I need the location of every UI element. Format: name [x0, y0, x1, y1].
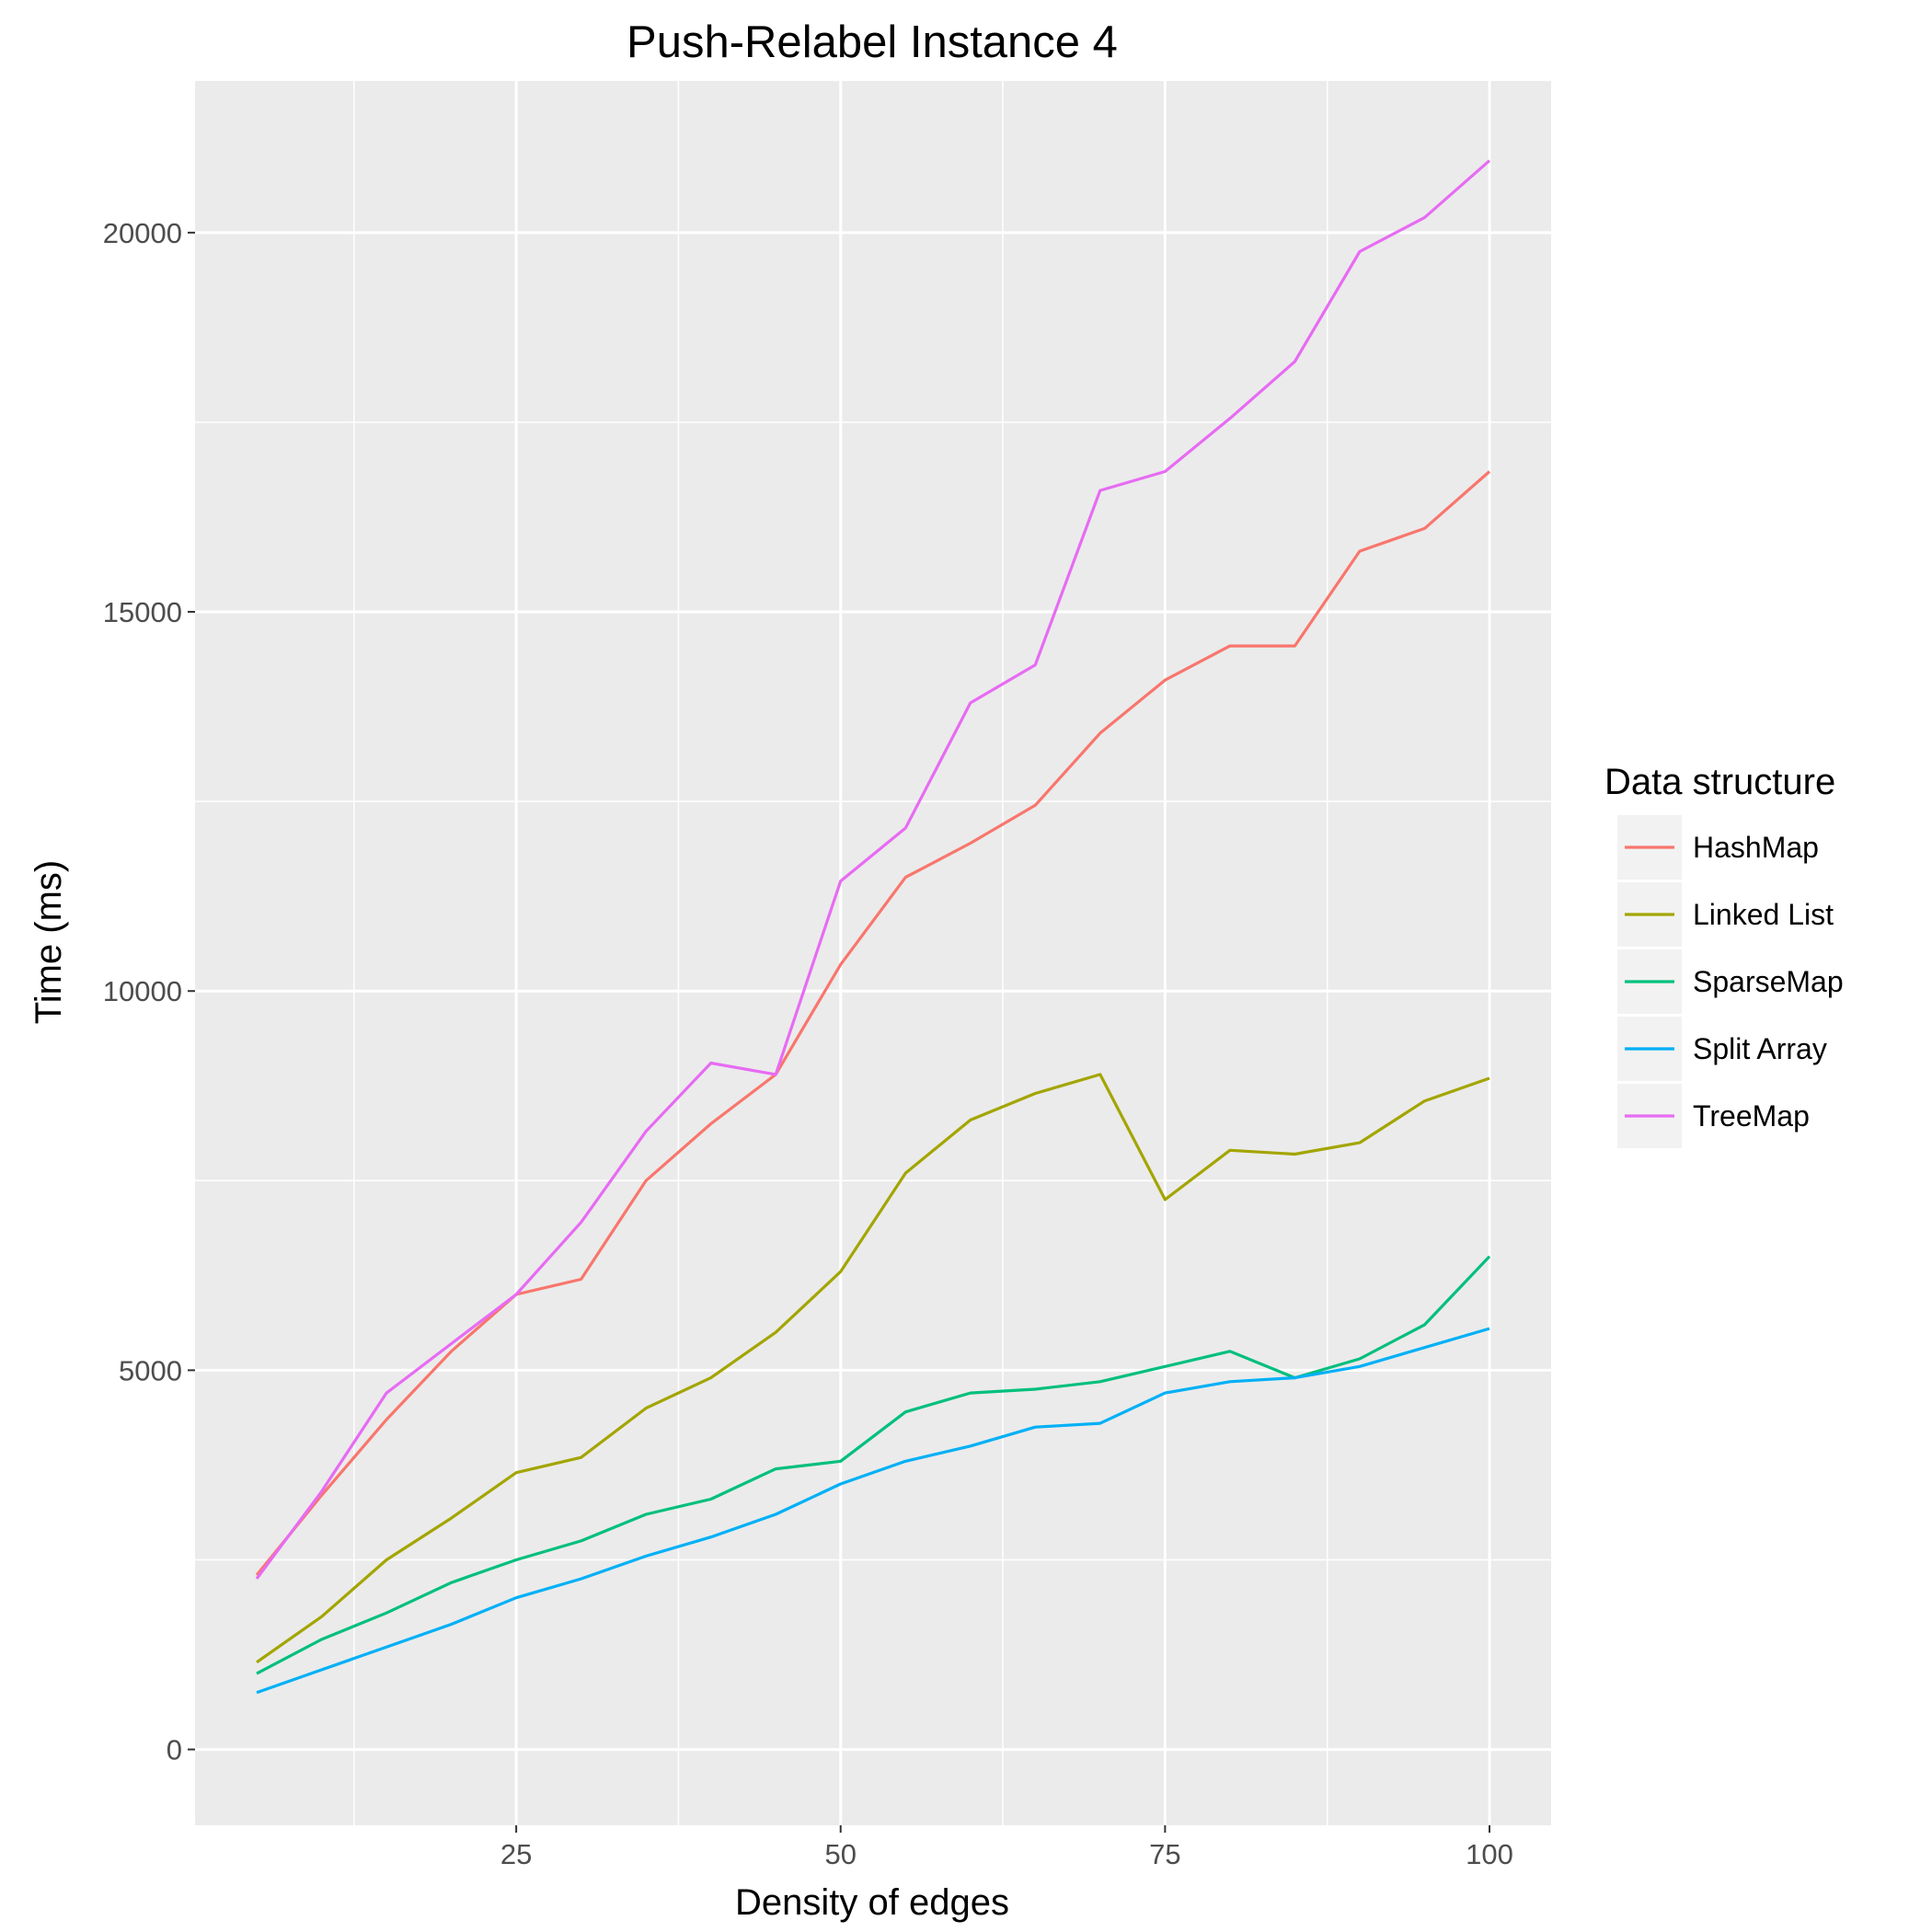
series-line-hashmap: [255, 470, 1491, 1577]
y-tick-label: 10000: [103, 975, 182, 1007]
minor-gridlines: [195, 81, 1551, 1825]
legend-label: TreeMap: [1693, 1099, 1810, 1133]
series-lines: [255, 159, 1491, 1695]
plot-panel: [195, 81, 1551, 1825]
x-tick-label: 25: [500, 1838, 532, 1870]
legend-title: Data structure: [1604, 762, 1835, 802]
legend-item-treemap: TreeMap: [1617, 1084, 1810, 1148]
y-tick-label: 15000: [103, 596, 182, 628]
x-axis: 25 50 75 100: [500, 1825, 1513, 1870]
series-line-treemap: [255, 159, 1491, 1581]
x-axis-title: Density of edges: [735, 1882, 1009, 1923]
legend-item-hashmap: HashMap: [1617, 815, 1819, 880]
series-line-linked-list: [256, 1073, 1490, 1664]
major-gridlines: [195, 81, 1551, 1825]
x-tick-label: 50: [824, 1838, 856, 1870]
x-tick-label: 100: [1466, 1838, 1513, 1870]
legend-label: HashMap: [1693, 831, 1819, 864]
chart-title: Push-Relabel Instance 4: [627, 17, 1118, 67]
series-line-split-array: [256, 1327, 1490, 1695]
y-tick-label: 20000: [103, 217, 182, 249]
legend-label: Linked List: [1693, 898, 1834, 931]
y-tick-label: 5000: [119, 1354, 182, 1386]
legend-item-sparsemap: SparseMap: [1617, 949, 1844, 1014]
y-axis-title: Time (ms): [29, 860, 69, 1024]
legend-label: Split Array: [1693, 1032, 1827, 1065]
y-tick-label: 0: [167, 1734, 182, 1766]
y-axis: 0 5000 10000 15000 20000: [103, 217, 195, 1766]
legend-label: SparseMap: [1693, 965, 1844, 998]
legend: Data structure HashMap Linked List SparseM…: [1604, 762, 1844, 1148]
legend-items: HashMap Linked List SparseMap Split Array Tr…: [1617, 815, 1844, 1148]
legend-item-split-array: Split Array: [1617, 1017, 1827, 1081]
x-tick-label: 75: [1149, 1838, 1180, 1870]
legend-item-linked-list: Linked List: [1617, 882, 1834, 947]
series-line-sparsemap: [256, 1255, 1491, 1675]
